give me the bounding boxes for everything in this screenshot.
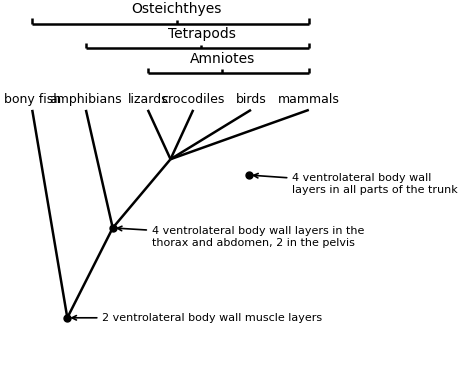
Text: Amniotes: Amniotes — [190, 52, 255, 66]
Text: crocodiles: crocodiles — [162, 93, 225, 106]
Text: 4 ventrolateral body wall
layers in all parts of the trunk: 4 ventrolateral body wall layers in all … — [254, 173, 458, 195]
Text: lizards: lizards — [128, 93, 168, 106]
Text: 4 ventrolateral body wall layers in the
thorax and abdomen, 2 in the pelvis: 4 ventrolateral body wall layers in the … — [118, 226, 365, 247]
Text: birds: birds — [236, 93, 266, 106]
Text: bony fish: bony fish — [4, 93, 61, 106]
Text: amphibians: amphibians — [50, 93, 122, 106]
Text: 2 ventrolateral body wall muscle layers: 2 ventrolateral body wall muscle layers — [72, 313, 322, 323]
Text: Osteichthyes: Osteichthyes — [131, 3, 222, 16]
Text: Tetrapods: Tetrapods — [167, 27, 236, 41]
Text: mammals: mammals — [278, 93, 340, 106]
